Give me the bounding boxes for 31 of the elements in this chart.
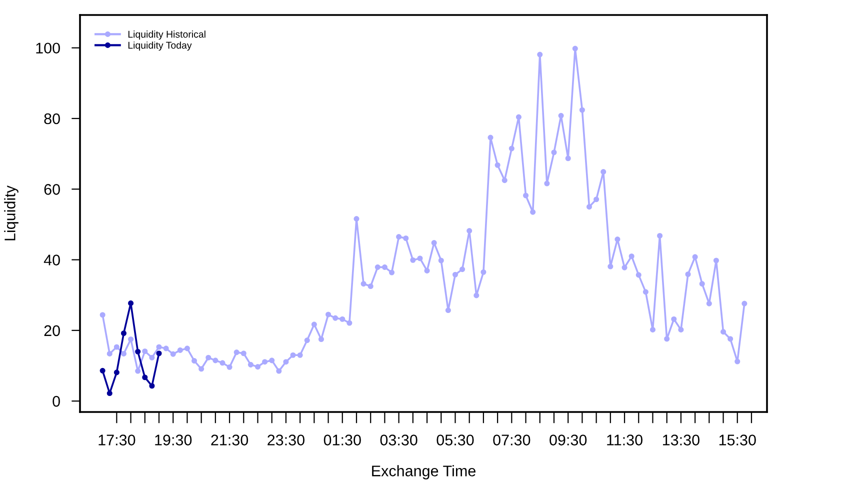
y-tick-label: 60 xyxy=(44,184,60,195)
y-tick-label: 80 xyxy=(44,113,60,124)
y-tick-label: 20 xyxy=(44,325,60,336)
x-tick-label: 15:30 xyxy=(719,434,756,446)
point xyxy=(156,350,162,356)
point xyxy=(128,300,134,306)
x-tick-label: 23:30 xyxy=(268,434,304,446)
y-tick-label: 100 xyxy=(36,42,60,54)
x-tick-label: 05:30 xyxy=(436,434,474,446)
x-tick-label: 07:30 xyxy=(493,434,530,446)
point xyxy=(106,390,112,396)
x-tick-label: 11:30 xyxy=(607,434,642,446)
y-tick-label: 0 xyxy=(52,396,60,407)
x-tick-label: 13:30 xyxy=(663,434,700,446)
y-tick-label: 40 xyxy=(44,254,60,266)
point xyxy=(100,368,106,374)
y-axis-title: Liquidity xyxy=(4,186,18,240)
legend-label: Liquidity Historical xyxy=(128,30,206,40)
x-tick-label: 17:30 xyxy=(98,434,136,446)
point xyxy=(149,383,155,389)
point xyxy=(114,370,120,376)
x-axis-title: Exchange Time xyxy=(372,465,476,480)
point xyxy=(135,348,141,354)
point xyxy=(120,330,127,336)
legend-label: Liquidity Today xyxy=(128,42,192,51)
x-tick-label: 19:30 xyxy=(155,434,192,446)
x-tick-label: 03:30 xyxy=(380,434,418,446)
point xyxy=(142,374,148,380)
x-tick-label: 21:30 xyxy=(211,434,248,446)
x-tick-label: 01:30 xyxy=(324,434,361,446)
x-tick-label: 09:30 xyxy=(550,434,587,446)
